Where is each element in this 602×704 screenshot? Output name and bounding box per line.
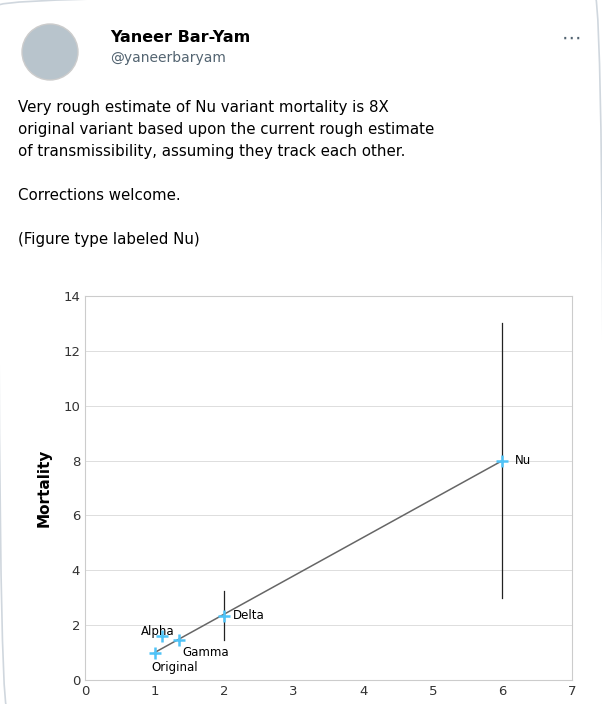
Text: @yaneerbaryam: @yaneerbaryam (110, 51, 226, 65)
Text: ⋯: ⋯ (562, 28, 582, 47)
Text: original variant based upon the current rough estimate: original variant based upon the current … (18, 122, 434, 137)
Text: Delta: Delta (232, 609, 264, 622)
Text: Nu: Nu (515, 454, 531, 467)
Text: Yaneer Bar-Yam: Yaneer Bar-Yam (110, 30, 250, 46)
Text: (Figure type labeled Nu): (Figure type labeled Nu) (18, 232, 200, 247)
Y-axis label: Mortality: Mortality (37, 449, 52, 527)
Text: Corrections welcome.: Corrections welcome. (18, 188, 181, 203)
Text: of transmissibility, assuming they track each other.: of transmissibility, assuming they track… (18, 144, 405, 159)
Text: Alpha: Alpha (141, 624, 175, 638)
Text: Original: Original (151, 661, 197, 674)
Text: Very rough estimate of Nu variant mortality is 8X: Very rough estimate of Nu variant mortal… (18, 100, 389, 115)
Text: Gamma: Gamma (182, 646, 229, 659)
